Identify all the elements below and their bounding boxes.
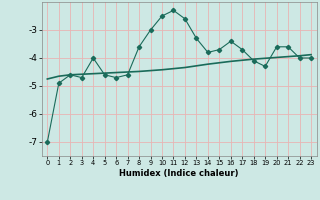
- X-axis label: Humidex (Indice chaleur): Humidex (Indice chaleur): [119, 169, 239, 178]
